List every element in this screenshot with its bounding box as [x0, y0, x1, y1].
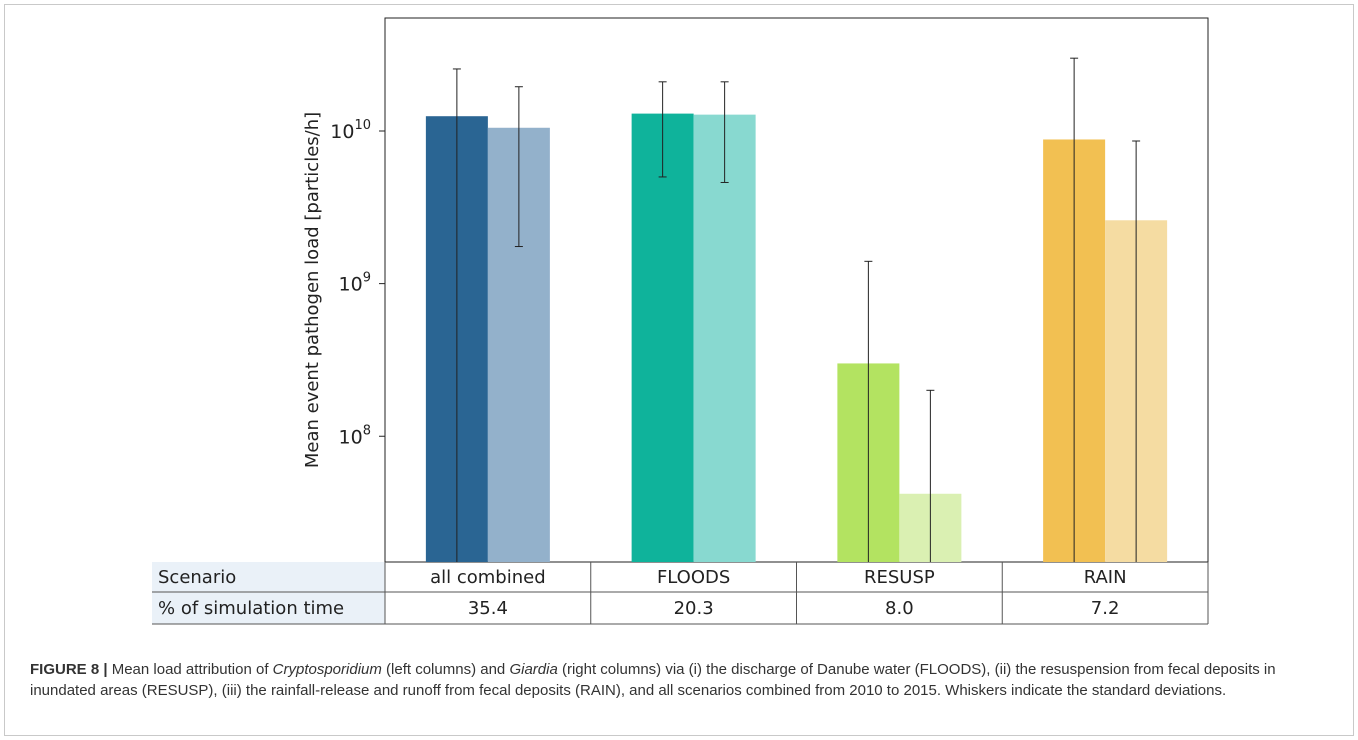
scenario-percent: 8.0 — [885, 598, 914, 619]
table-row2-label: % of simulation time — [158, 598, 344, 619]
scenario-table: Scenario % of simulation time all combined… — [152, 562, 1209, 625]
scenario-name: RESUSP — [864, 567, 935, 588]
scenario-percent: 35.4 — [468, 598, 508, 619]
caption-crypto: Cryptosporidium — [272, 661, 382, 678]
figure-caption: FIGURE 8 | Mean load attribution of Cryp… — [30, 659, 1330, 701]
plot-area: 108 109 1010 Mean event pathogen load [part… — [302, 17, 1209, 563]
caption-giardia: Giardia — [509, 661, 558, 678]
figure-frame — [4, 4, 1354, 736]
y-tick-label: 109 — [339, 271, 371, 296]
caption-text-1: Mean load attribution of — [107, 661, 273, 678]
bar-floods-cryptosporidium — [631, 113, 694, 562]
caption-text-3: (right columns) via (i) the discharge of… — [30, 661, 1276, 699]
y-tick-label: 1010 — [330, 118, 371, 143]
table-row1-label: Scenario — [158, 567, 236, 588]
scenario-percent: 20.3 — [674, 598, 714, 619]
table-label-bg — [152, 562, 385, 624]
scenario-percent: 7.2 — [1091, 598, 1120, 619]
scenario-name: all combined — [430, 567, 546, 588]
bar-chart: 108 109 1010 Mean event pathogen load [part… — [152, 17, 1209, 625]
y-tick-label: 108 — [339, 423, 371, 448]
caption-text-2: (left columns) and — [381, 661, 510, 678]
scenario-name: FLOODS — [657, 567, 730, 588]
y-axis-label: Mean event pathogen load [particles/h] — [302, 112, 323, 468]
bar-floods-giardia — [693, 114, 756, 562]
scenario-name: RAIN — [1084, 567, 1127, 588]
caption-figure-label: FIGURE 8 | — [30, 661, 108, 678]
